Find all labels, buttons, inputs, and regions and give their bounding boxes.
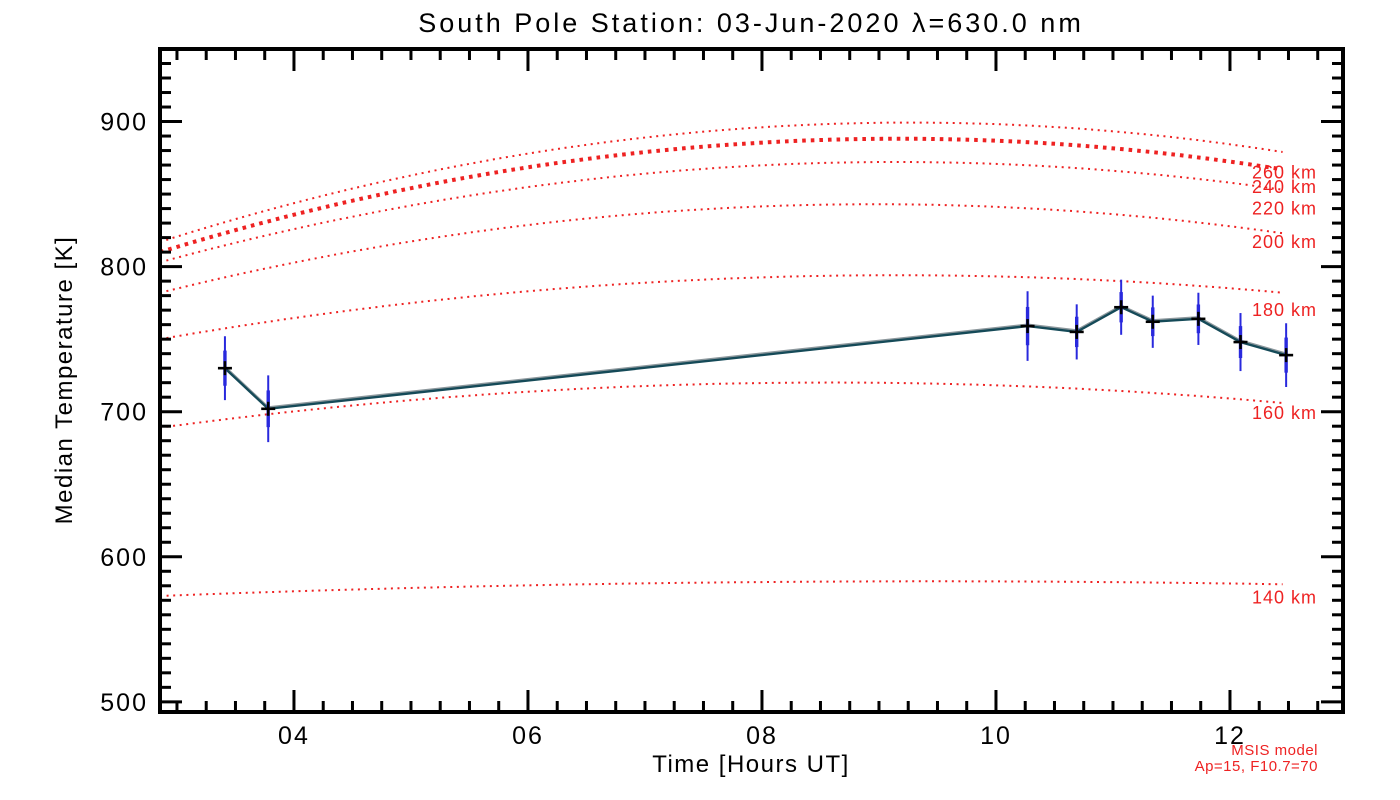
y-axis-label: Median Temperature [K] [51, 236, 78, 525]
altitude-label-200-km: 200 km [1252, 232, 1317, 252]
plot-frame [158, 47, 1345, 714]
altitude-label-220-km: 220 km [1252, 199, 1317, 219]
measured-series [217, 279, 1294, 443]
x-tick-label-10: 10 [980, 722, 1012, 750]
altitude-label-160-km: 160 km [1252, 403, 1317, 423]
x-axis-label: Time [Hours UT] [652, 751, 850, 778]
altitude-label-240-km: 240 km [1252, 177, 1317, 197]
model-curve-240-km [159, 136, 1283, 255]
x-tick-label-04: 04 [278, 722, 310, 750]
model-curve-200-km [159, 203, 1283, 294]
msis-model-curves [159, 121, 1283, 597]
y-tick-label-900: 900 [100, 109, 148, 137]
msis-params-note: Ap=15, F10.7=70 [1195, 758, 1318, 775]
y-tick-label-500: 500 [100, 689, 148, 717]
altitude-label-180-km: 180 km [1252, 300, 1317, 320]
y-tick-label-800: 800 [100, 254, 148, 282]
x-tick-label-06: 06 [512, 722, 544, 750]
msis-model-note: MSIS model [1231, 742, 1318, 759]
y-tick-label-600: 600 [100, 544, 148, 572]
x-tick-label-08: 08 [746, 722, 778, 750]
tick-labels: 04 06 08 10 12 500 600 700 800 900 [100, 109, 1246, 750]
chart-title: South Pole Station: 03-Jun-2020 λ=630.0 … [418, 8, 1084, 38]
x-tick-label-12: 12 [1214, 722, 1246, 750]
data-line [224, 305, 1287, 411]
model-curve-140-km [159, 580, 1283, 597]
axes-frame [158, 47, 1345, 714]
model-curve-260-km [159, 121, 1283, 243]
model-curve-220-km [159, 161, 1283, 264]
y-tick-label-700: 700 [100, 399, 148, 427]
altitude-label-260-km: 260 km [1252, 162, 1317, 182]
model-curve-160-km [159, 381, 1283, 429]
altitude-label-140-km: 140 km [1252, 587, 1317, 607]
